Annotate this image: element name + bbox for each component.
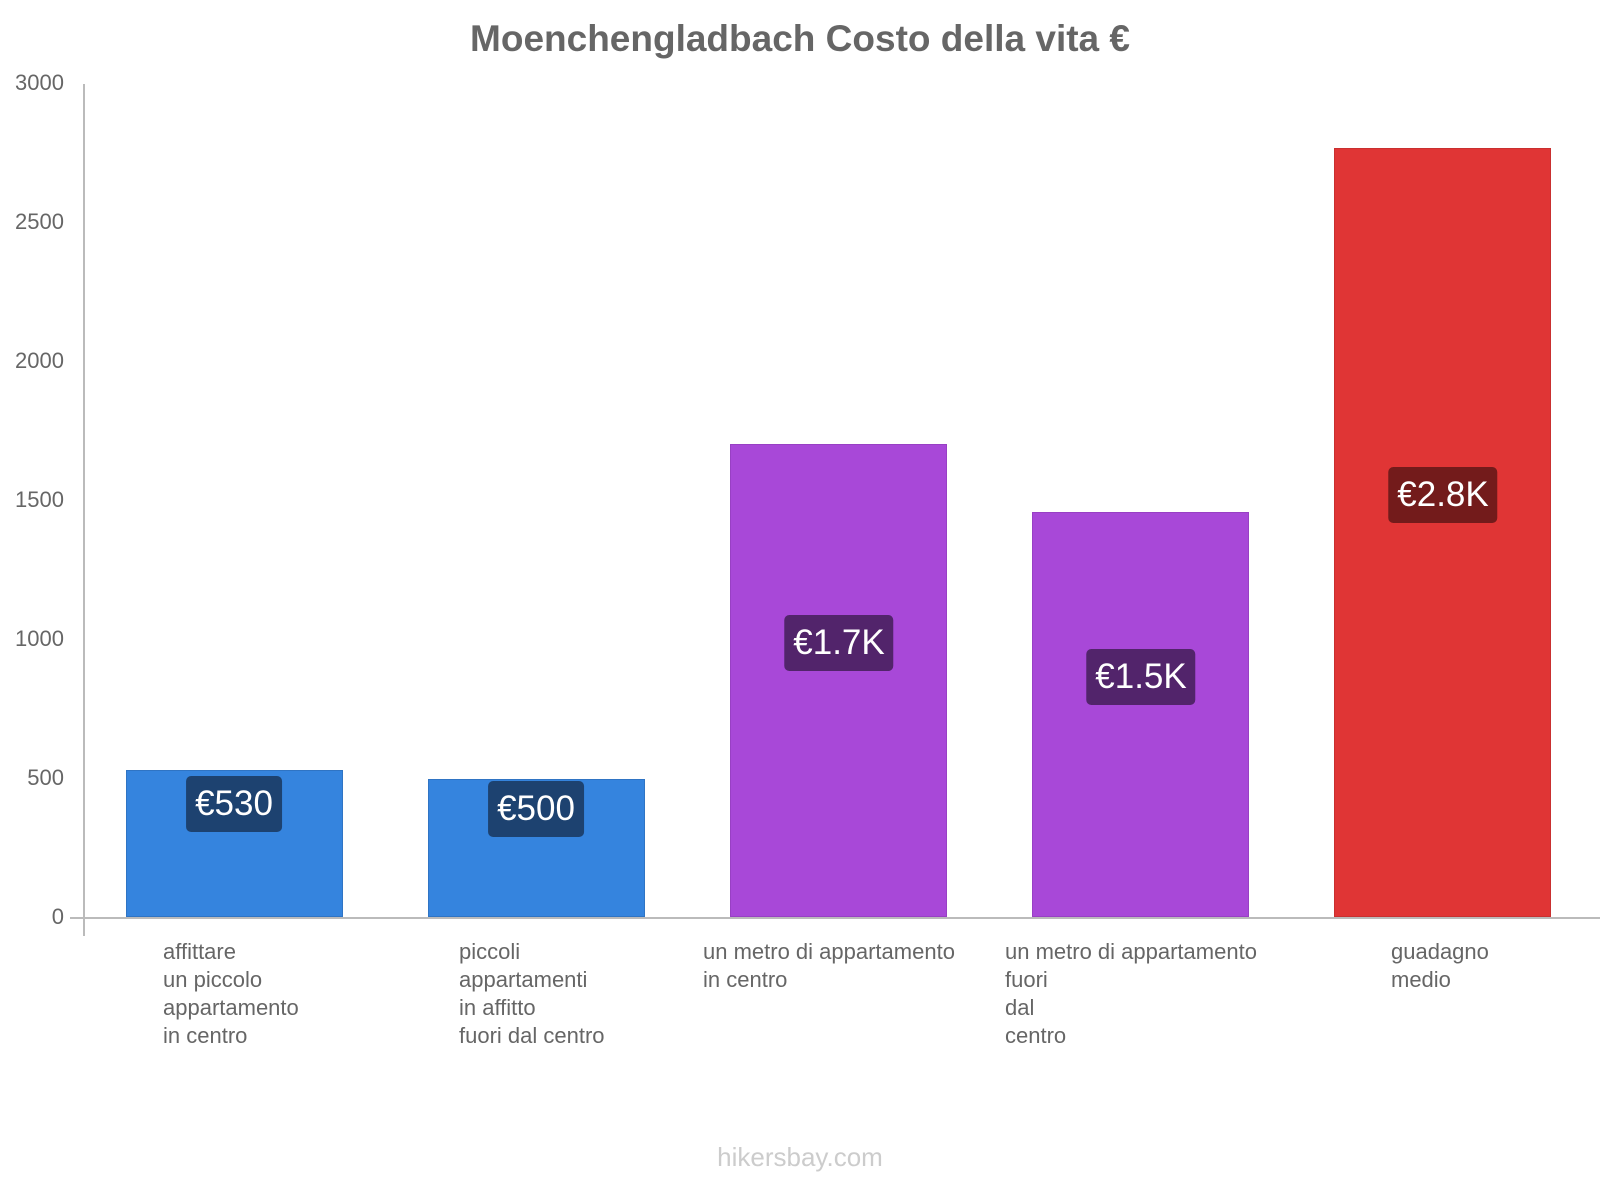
y-tick-2000: 2000: [15, 348, 64, 373]
x-axis-line: [70, 917, 1600, 919]
y-tick-1500: 1500: [15, 487, 64, 512]
value-label: €500: [488, 781, 584, 837]
y-axis-line: [83, 84, 85, 936]
x-label-metro-fuori: un metro di appartamento fuori dal centr…: [1005, 939, 1257, 1048]
chart-title: Moenchengladbach Costo della vita €: [470, 18, 1130, 59]
y-tick-1000: 1000: [15, 626, 64, 651]
watermark: hikersbay.com: [717, 1142, 883, 1172]
bar-metro-centro[interactable]: [730, 444, 947, 917]
y-tick-0: 0: [51, 904, 64, 929]
bar-metro-fuori-centro[interactable]: [1032, 512, 1249, 917]
value-label: €1.5K: [1086, 649, 1196, 705]
x-label-piccoli: piccoli appartamenti in affitto fuori da…: [459, 939, 605, 1048]
value-label: €2.8K: [1388, 467, 1498, 523]
x-label-affittare: affittare un piccolo appartamento in cen…: [163, 939, 299, 1048]
x-label-metro-centro: un metro di appartamento in centro: [703, 939, 955, 992]
y-tick-3000: 3000: [15, 70, 64, 95]
value-label: €530: [186, 776, 282, 832]
bar-guadagno-medio[interactable]: [1334, 148, 1551, 917]
y-tick-2500: 2500: [15, 209, 64, 234]
value-label: €1.7K: [784, 615, 894, 671]
y-tick-500: 500: [27, 765, 64, 790]
x-label-guadagno: guadagno medio: [1391, 939, 1489, 992]
